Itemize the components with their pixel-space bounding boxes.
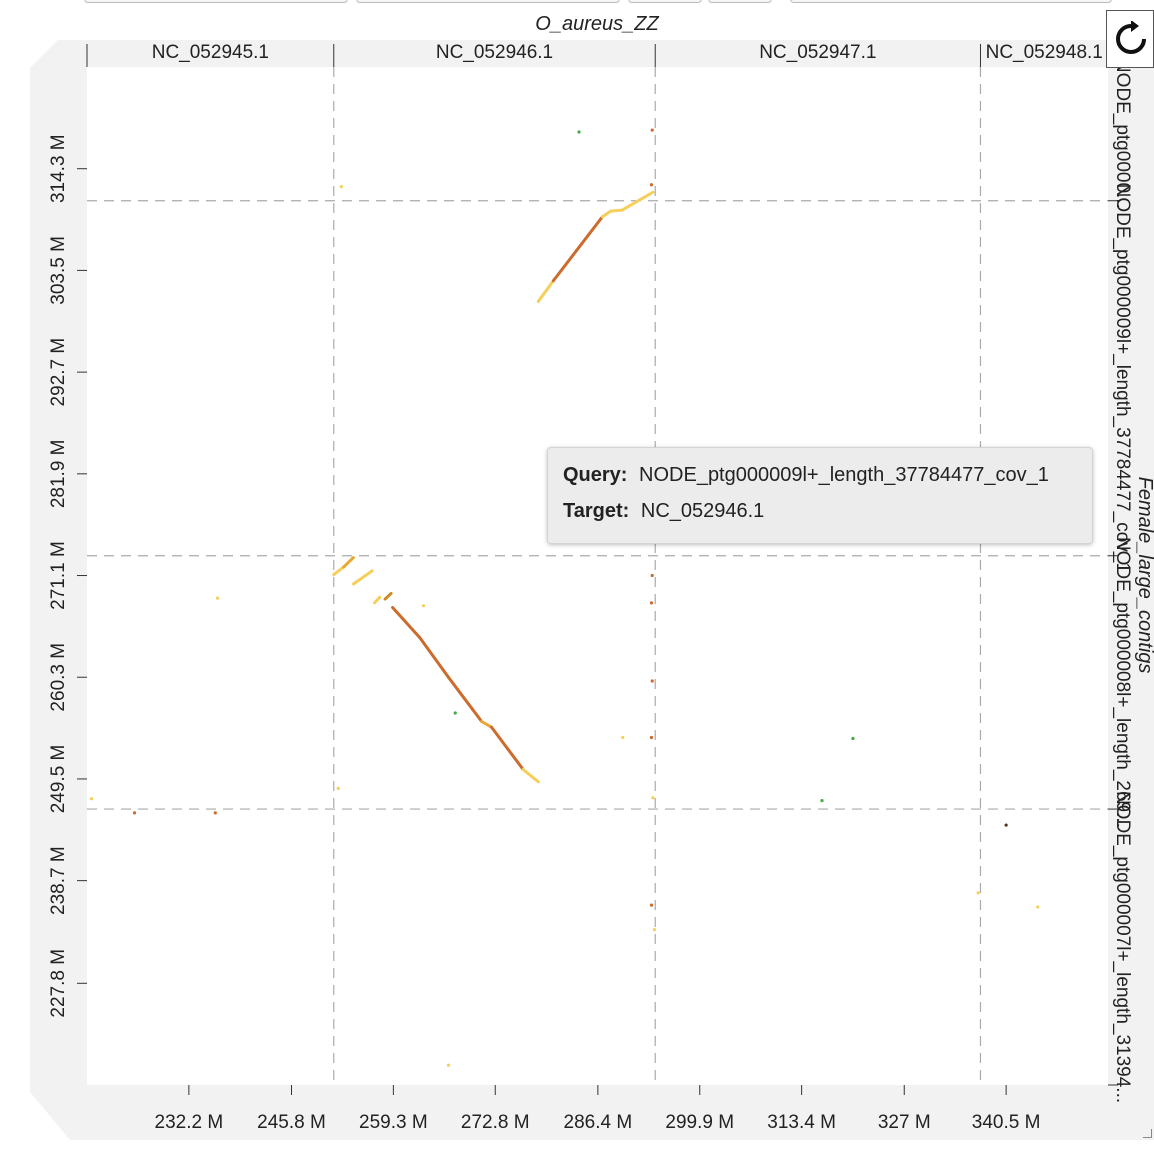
y-sequence-label: NODE_ptg000009l+_length_37784477_cov_1: [1112, 184, 1133, 573]
alignment-point: [213, 811, 217, 815]
alignment-segment: [536, 279, 555, 303]
tooltip-target-label: Target:: [563, 500, 630, 522]
chart-title: O_aureus_ZZ: [535, 13, 659, 35]
refresh-button[interactable]: [1106, 10, 1154, 68]
alignment-point: [649, 601, 654, 605]
alignment-segment: [489, 725, 525, 772]
x-sequence-label: NC_052946.1: [436, 42, 553, 63]
x-sequence-boundaries: [86, 44, 982, 1085]
y-tick-label: 292.7 M: [48, 338, 69, 407]
x-tick-label: 259.3 M: [359, 1112, 428, 1133]
y-sequence-label: NODE_ptg000008l+_length_269...: [1112, 537, 1133, 828]
alignment-segment: [446, 674, 484, 723]
alignment-point: [976, 891, 980, 895]
x-sequence-label: NC_052945.1: [152, 42, 269, 63]
alignment-points: [89, 128, 1040, 1067]
y-sequence-label: NODE_ptg000007l+_length_31394...: [1112, 791, 1133, 1103]
alignment-segment: [332, 565, 346, 577]
x-tick-label: 313.4 M: [767, 1112, 836, 1133]
alignment-point: [649, 903, 654, 907]
y-tick-label: 227.8 M: [48, 949, 69, 1018]
alignment-point: [1036, 905, 1040, 909]
y-tick-label: 249.5 M: [48, 745, 69, 814]
x-tick-label: 299.9 M: [665, 1112, 734, 1133]
x-sequence-labels: NC_052945.1 NC_052946.1 NC_052947.1 NC_0529…: [152, 42, 1103, 63]
y-tick-label: 303.5 M: [48, 236, 69, 305]
alignment-segments: [332, 190, 655, 784]
alignment-segment: [391, 606, 422, 640]
tooltip-query-label: Query:: [563, 464, 628, 486]
y-tick-label: 271.1 M: [48, 541, 69, 610]
alignment-point: [577, 130, 581, 134]
alignment-point: [621, 735, 625, 740]
alignment-point: [649, 735, 654, 740]
x-tick-label: 340.5 M: [972, 1112, 1041, 1133]
alignment-segment: [383, 591, 393, 601]
x-axis-ticks: 232.2 M 245.8 M 259.3 M 272.8 M 286.4 M 299.9…: [155, 1085, 1041, 1133]
alignment-point: [650, 573, 654, 578]
alignment-point: [339, 184, 343, 189]
alignment-segment: [551, 215, 604, 283]
x-tick-label: 286.4 M: [564, 1112, 633, 1133]
alignment-point: [336, 786, 340, 790]
alignment-point: [649, 183, 654, 187]
alignment-point: [453, 711, 457, 715]
x-sequence-label: NC_052947.1: [759, 42, 876, 63]
alignment-segment: [342, 556, 355, 569]
tooltip-target-value: NC_052946.1: [640, 500, 765, 522]
x-tick-label: 232.2 M: [155, 1112, 224, 1133]
y-tick-label: 314.3 M: [48, 134, 69, 203]
alignment-point: [446, 1063, 451, 1067]
refresh-icon: [1116, 21, 1146, 54]
hover-tooltip: Query: NODE_ptg000009l+_length_37784477_…: [547, 447, 1093, 544]
x-tick-label: 327 M: [878, 1112, 931, 1133]
alignment-segment: [620, 190, 655, 212]
alignment-point: [820, 799, 824, 803]
alignment-segment: [480, 719, 493, 729]
tooltip-target-row: Target: NC_052946.1: [563, 500, 764, 523]
alignment-point: [215, 596, 220, 600]
alignment-segment: [351, 569, 374, 586]
plot-area[interactable]: [87, 67, 1108, 1085]
y-sequence-labels: NODE_ptg0000...NODE_ptg000009l+_length_3…: [1112, 59, 1133, 1103]
alignment-point: [650, 128, 654, 132]
x-tick-label: 272.8 M: [461, 1112, 530, 1133]
alignment-point: [132, 811, 137, 815]
alignment-point: [89, 797, 94, 801]
y-axis-title: Female_large_contigs: [1134, 477, 1154, 674]
y-tick-label: 260.3 M: [48, 643, 69, 712]
tooltip-query-row: Query: NODE_ptg000009l+_length_37784477_…: [563, 464, 1049, 487]
alignment-point: [652, 928, 657, 932]
alignment-point: [421, 604, 426, 608]
alignment-point: [650, 679, 654, 683]
y-sequence-boundaries: [87, 200, 1118, 1086]
y-axis-ticks: 314.3 M 303.5 M 292.7 M 281.9 M 271.1 M 260.3…: [48, 134, 87, 1018]
alignment-segment: [373, 595, 382, 605]
x-sequence-label: NC_052948.1: [986, 42, 1103, 63]
alignment-point: [1004, 823, 1008, 827]
alignment-point: [851, 736, 855, 741]
y-sequence-label: NODE_ptg0000...: [1112, 59, 1133, 209]
y-tick-label: 281.9 M: [48, 439, 69, 508]
resize-handle[interactable]: [1143, 1129, 1152, 1138]
y-tick-label: 238.7 M: [48, 846, 69, 915]
alignment-segment: [521, 768, 540, 784]
alignment-segment: [418, 636, 450, 678]
alignment-segment: [609, 208, 624, 213]
tooltip-query-value: NODE_ptg000009l+_length_37784477_cov_1: [639, 464, 1049, 486]
alignment-segment: [600, 209, 613, 219]
x-tick-label: 245.8 M: [257, 1112, 326, 1133]
alignment-point: [651, 796, 655, 800]
